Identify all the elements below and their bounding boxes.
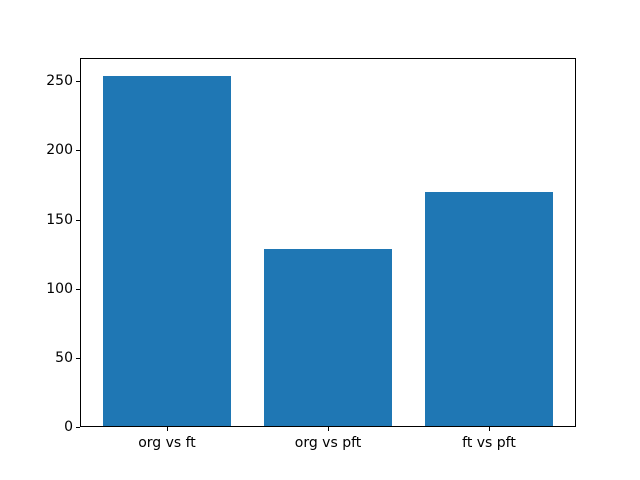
x-axis-tick-mark: [167, 427, 168, 431]
x-axis-tick-label: ft vs pft: [462, 435, 516, 451]
y-axis-tick-label: 250: [46, 73, 73, 90]
y-axis-tick-label: 100: [46, 280, 73, 297]
y-axis-tick-label: 50: [55, 349, 73, 366]
y-axis-tick-mark: [76, 150, 80, 152]
bar-org-vs-ft: [102, 75, 232, 427]
x-axis-tick-label: org vs pft: [294, 435, 362, 451]
y-axis-tick-mark: [76, 357, 80, 359]
x-axis-tick-mark: [489, 427, 490, 431]
bar-org-vs-pft: [263, 248, 393, 427]
bar-ft-vs-pft: [424, 191, 554, 427]
y-axis-tick-mark: [76, 427, 80, 428]
y-axis-tick-label: 0: [64, 419, 73, 435]
x-axis-tick-label: org vs ft: [138, 435, 196, 451]
y-axis-tick-mark: [76, 81, 80, 83]
y-axis-tick-mark: [76, 219, 80, 221]
y-axis-tick-mark: [76, 288, 80, 290]
y-axis-tick-label: 150: [46, 211, 73, 228]
x-axis-tick-mark: [328, 427, 329, 431]
y-axis-tick-label: 200: [46, 142, 73, 159]
